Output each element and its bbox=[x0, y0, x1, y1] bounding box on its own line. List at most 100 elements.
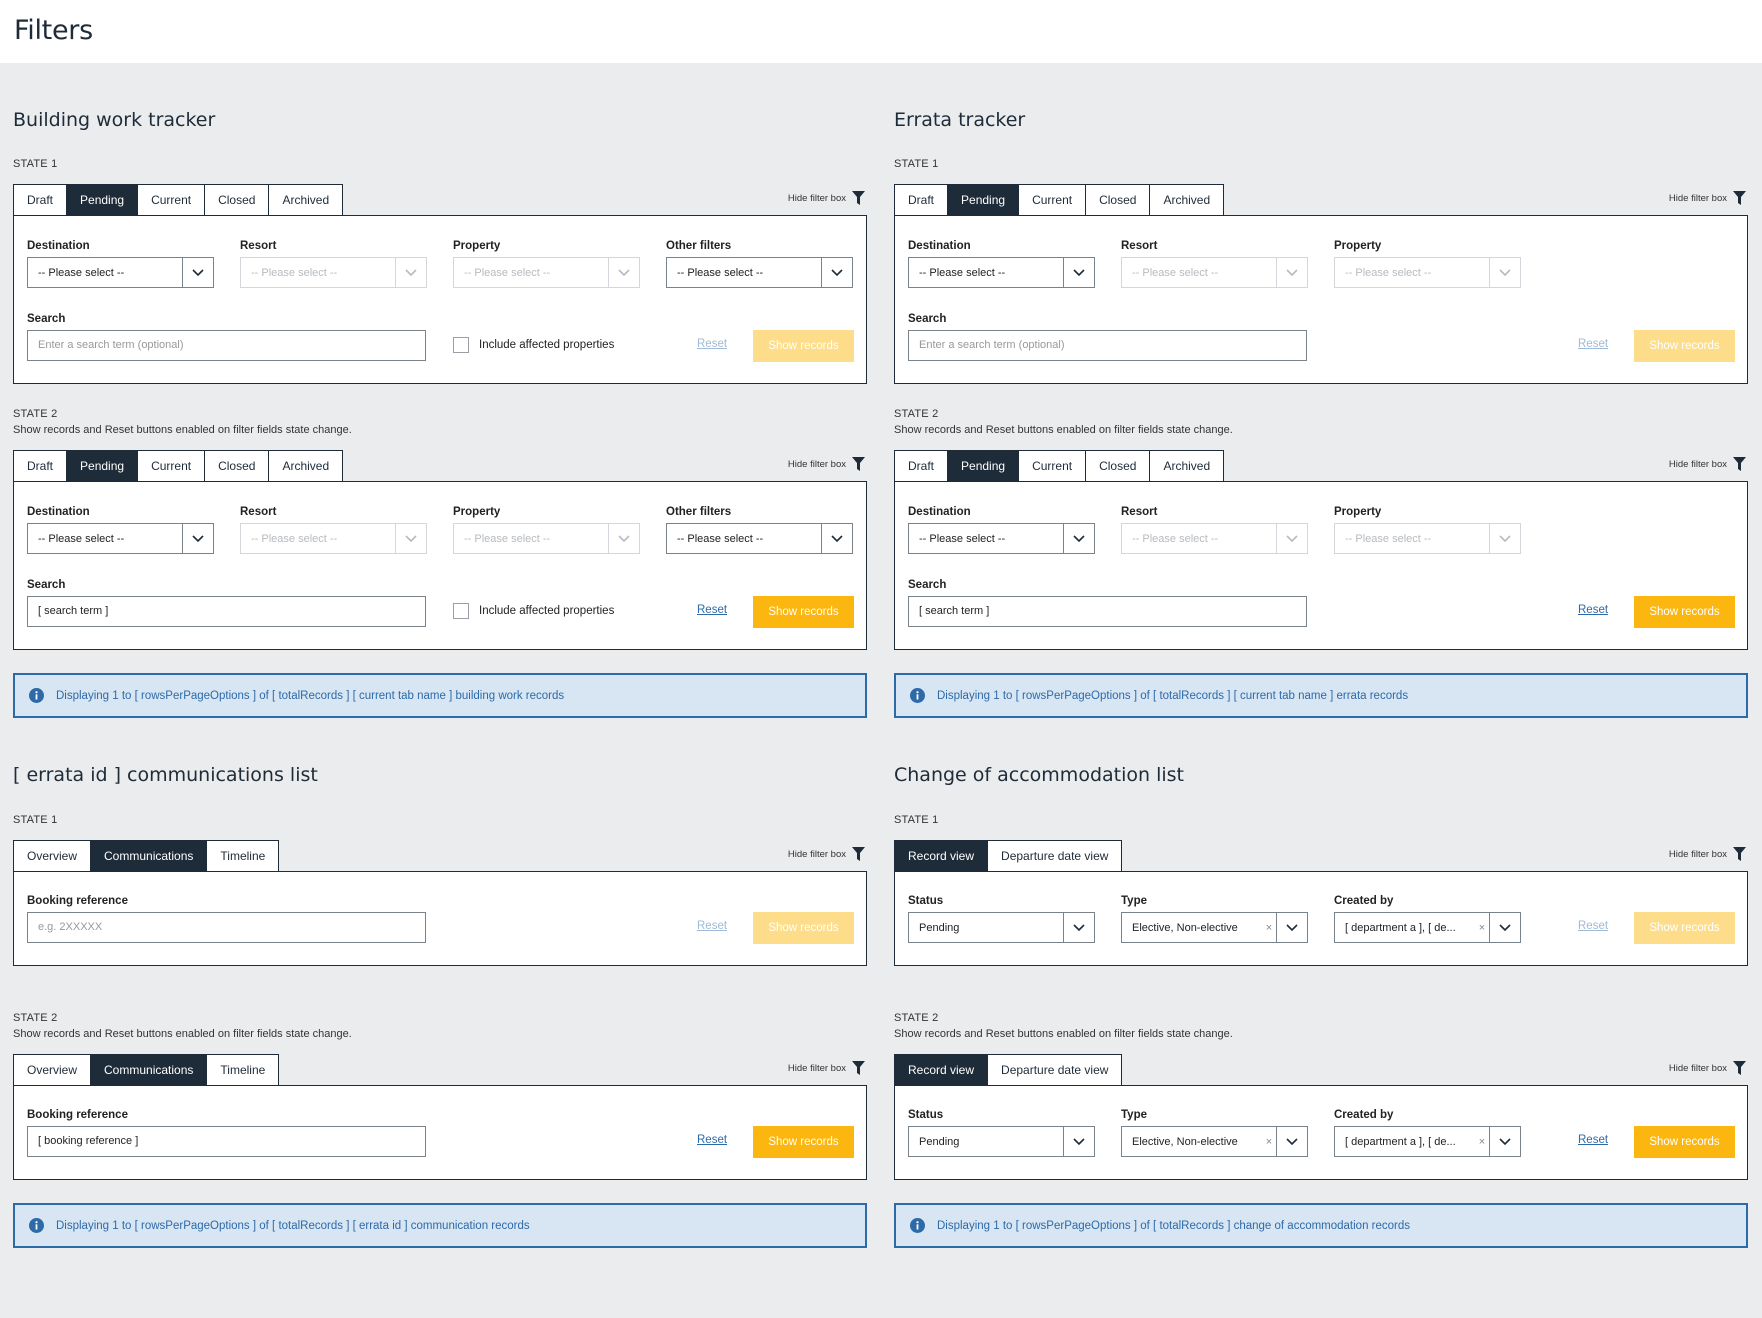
search-input[interactable]: Enter a search term (optional) bbox=[27, 330, 426, 361]
status-select[interactable]: Pending bbox=[908, 1126, 1095, 1157]
status-select[interactable]: Pending bbox=[908, 912, 1095, 943]
chevron-down-icon bbox=[182, 524, 213, 553]
resort-select[interactable]: -- Please select -- bbox=[1121, 523, 1308, 554]
resort-select[interactable]: -- Please select -- bbox=[1121, 257, 1308, 288]
tab-pending[interactable]: Pending bbox=[947, 184, 1019, 216]
search-input[interactable]: [ search term ] bbox=[908, 596, 1307, 627]
show-records-button[interactable]: Show records bbox=[1634, 1126, 1735, 1158]
filter-box: Booking reference [ booking reference ] … bbox=[13, 1085, 867, 1180]
chevron-down-icon bbox=[1489, 524, 1520, 553]
tab-closed[interactable]: Closed bbox=[1085, 450, 1150, 482]
hide-filter-box-toggle[interactable]: Hide filter box bbox=[788, 457, 865, 471]
resort-select[interactable]: -- Please select -- bbox=[240, 257, 427, 288]
property-select[interactable]: -- Please select -- bbox=[1334, 257, 1521, 288]
tab-current[interactable]: Current bbox=[137, 184, 205, 216]
tab-timeline[interactable]: Timeline bbox=[206, 840, 280, 872]
show-records-button[interactable]: Show records bbox=[753, 1126, 854, 1158]
show-records-button[interactable]: Show records bbox=[753, 912, 854, 944]
show-records-button[interactable]: Show records bbox=[753, 330, 854, 362]
tab-pending[interactable]: Pending bbox=[66, 450, 138, 482]
tab-record-view[interactable]: Record view bbox=[894, 840, 988, 872]
reset-link[interactable]: Reset bbox=[697, 338, 728, 350]
checkbox[interactable] bbox=[453, 603, 469, 619]
booking-reference-input[interactable]: [ booking reference ] bbox=[27, 1126, 426, 1157]
tab-archived[interactable]: Archived bbox=[268, 184, 344, 216]
hide-filter-box-toggle[interactable]: Hide filter box bbox=[788, 1061, 865, 1075]
tab-draft[interactable]: Draft bbox=[894, 184, 948, 216]
search-label: Search bbox=[27, 579, 66, 591]
tab-departure-date-view[interactable]: Departure date view bbox=[987, 1054, 1123, 1086]
created-by-multiselect[interactable]: [ department a ], [ de... × bbox=[1334, 912, 1521, 943]
tab-overview[interactable]: Overview bbox=[13, 1054, 91, 1086]
tab-communications[interactable]: Communications bbox=[90, 1054, 207, 1086]
show-records-button[interactable]: Show records bbox=[1634, 596, 1735, 628]
reset-link[interactable]: Reset bbox=[1578, 604, 1609, 616]
tab-closed[interactable]: Closed bbox=[204, 450, 269, 482]
clear-icon[interactable]: × bbox=[1265, 1135, 1273, 1148]
property-select[interactable]: -- Please select -- bbox=[453, 257, 640, 288]
tab-archived[interactable]: Archived bbox=[1149, 450, 1225, 482]
show-records-button[interactable]: Show records bbox=[753, 596, 854, 628]
tab-closed[interactable]: Closed bbox=[204, 184, 269, 216]
tab-archived[interactable]: Archived bbox=[1149, 184, 1225, 216]
hide-filter-box-toggle[interactable]: Hide filter box bbox=[788, 847, 865, 861]
tab-closed[interactable]: Closed bbox=[1085, 184, 1150, 216]
destination-label: Destination bbox=[908, 506, 971, 518]
hide-filter-box-toggle[interactable]: Hide filter box bbox=[1669, 457, 1746, 471]
reset-link[interactable]: Reset bbox=[697, 604, 728, 616]
tab-communications[interactable]: Communications bbox=[90, 840, 207, 872]
checkbox[interactable] bbox=[453, 337, 469, 353]
tab-pending[interactable]: Pending bbox=[947, 450, 1019, 482]
tab-timeline[interactable]: Timeline bbox=[206, 1054, 280, 1086]
search-label: Search bbox=[908, 313, 947, 325]
section-title: Errata tracker bbox=[894, 109, 1026, 131]
show-records-button[interactable]: Show records bbox=[1634, 912, 1735, 944]
include-affected-checkbox[interactable]: Include affected properties bbox=[453, 337, 614, 353]
hide-filter-box-toggle[interactable]: Hide filter box bbox=[1669, 847, 1746, 861]
reset-link[interactable]: Reset bbox=[1578, 338, 1609, 350]
filter-box: Destination -- Please select -- Resort -… bbox=[13, 481, 867, 650]
reset-link[interactable]: Reset bbox=[1578, 920, 1609, 932]
clear-icon[interactable]: × bbox=[1478, 1135, 1486, 1148]
destination-select[interactable]: -- Please select -- bbox=[27, 523, 214, 554]
property-select[interactable]: -- Please select -- bbox=[1334, 523, 1521, 554]
tab-draft[interactable]: Draft bbox=[894, 450, 948, 482]
chevron-down-icon bbox=[1489, 913, 1520, 942]
destination-select[interactable]: -- Please select -- bbox=[908, 523, 1095, 554]
resort-select[interactable]: -- Please select -- bbox=[240, 523, 427, 554]
tab-current[interactable]: Current bbox=[137, 450, 205, 482]
hide-filter-box-toggle[interactable]: Hide filter box bbox=[788, 191, 865, 205]
tab-current[interactable]: Current bbox=[1018, 450, 1086, 482]
include-affected-checkbox[interactable]: Include affected properties bbox=[453, 603, 614, 619]
tab-draft[interactable]: Draft bbox=[13, 184, 67, 216]
search-input[interactable]: [ search term ] bbox=[27, 596, 426, 627]
chevron-down-icon bbox=[1276, 1127, 1307, 1156]
destination-select[interactable]: -- Please select -- bbox=[908, 257, 1095, 288]
errata-state-1: STATE 1 Draft Pending Current Closed Arc… bbox=[894, 158, 1748, 384]
search-input[interactable]: Enter a search term (optional) bbox=[908, 330, 1307, 361]
tab-pending[interactable]: Pending bbox=[66, 184, 138, 216]
type-multiselect[interactable]: Elective, Non-elective × bbox=[1121, 1126, 1308, 1157]
chevron-down-icon bbox=[821, 524, 852, 553]
reset-link[interactable]: Reset bbox=[697, 1134, 728, 1146]
tab-record-view[interactable]: Record view bbox=[894, 1054, 988, 1086]
clear-icon[interactable]: × bbox=[1265, 921, 1273, 934]
tab-departure-date-view[interactable]: Departure date view bbox=[987, 840, 1123, 872]
destination-select[interactable]: -- Please select -- bbox=[27, 257, 214, 288]
created-by-multiselect[interactable]: [ department a ], [ de... × bbox=[1334, 1126, 1521, 1157]
tab-current[interactable]: Current bbox=[1018, 184, 1086, 216]
other-filters-select[interactable]: -- Please select -- bbox=[666, 523, 853, 554]
clear-icon[interactable]: × bbox=[1478, 921, 1486, 934]
reset-link[interactable]: Reset bbox=[697, 920, 728, 932]
tab-overview[interactable]: Overview bbox=[13, 840, 91, 872]
reset-link[interactable]: Reset bbox=[1578, 1134, 1609, 1146]
tab-archived[interactable]: Archived bbox=[268, 450, 344, 482]
other-filters-select[interactable]: -- Please select -- bbox=[666, 257, 853, 288]
hide-filter-box-toggle[interactable]: Hide filter box bbox=[1669, 1061, 1746, 1075]
hide-filter-box-toggle[interactable]: Hide filter box bbox=[1669, 191, 1746, 205]
type-multiselect[interactable]: Elective, Non-elective × bbox=[1121, 912, 1308, 943]
booking-reference-input[interactable]: e.g. 2XXXXX bbox=[27, 912, 426, 943]
property-select[interactable]: -- Please select -- bbox=[453, 523, 640, 554]
tab-draft[interactable]: Draft bbox=[13, 450, 67, 482]
show-records-button[interactable]: Show records bbox=[1634, 330, 1735, 362]
